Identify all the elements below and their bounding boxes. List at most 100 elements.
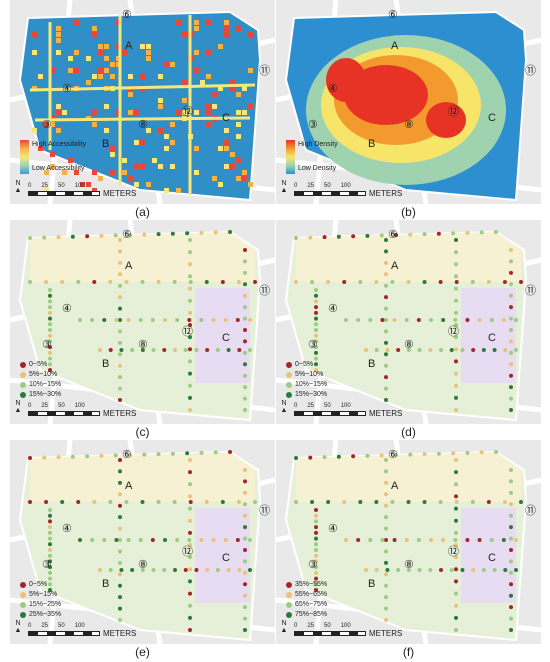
grid-cell	[92, 110, 97, 115]
map-label-zone-c: C	[222, 552, 230, 564]
site-dot	[118, 503, 122, 508]
site-dot	[126, 318, 131, 322]
site-dot	[384, 595, 388, 600]
site-dot	[471, 568, 476, 572]
site-dot	[454, 518, 458, 523]
site-boundary	[18, 10, 262, 202]
grid-cell	[56, 128, 61, 133]
site-dot	[188, 347, 192, 352]
site-dot	[509, 536, 513, 541]
site-dot	[454, 323, 458, 327]
site-dot	[188, 506, 192, 511]
map-svg-c	[10, 220, 275, 424]
map-label-n11: ⑪	[259, 505, 270, 517]
site-dot	[356, 538, 361, 542]
site-dot	[188, 250, 192, 255]
site-dot	[48, 333, 52, 338]
site-dot	[380, 318, 385, 322]
site-dot	[384, 583, 388, 588]
grid-cell	[164, 62, 169, 67]
site-dot	[294, 500, 298, 504]
grid-cell	[212, 92, 217, 97]
site-dot	[374, 500, 379, 504]
north-label: N	[15, 180, 21, 187]
site-dot	[314, 530, 318, 535]
site-dot	[187, 318, 192, 322]
scale-tick: 25	[307, 623, 315, 629]
site-dot	[384, 606, 388, 611]
grid-cell	[206, 50, 211, 55]
legend-swatch	[20, 362, 26, 368]
site-dot	[188, 359, 192, 364]
grid-cell	[44, 122, 49, 127]
grid-cell	[74, 20, 79, 25]
site-dot	[351, 234, 356, 239]
site-dot	[514, 538, 518, 542]
site-dot	[384, 249, 388, 254]
site-dot	[314, 536, 318, 541]
map-label-n3: ③	[308, 339, 318, 351]
site-dot	[465, 230, 470, 235]
site-dot	[151, 348, 156, 352]
site-dot	[454, 579, 458, 584]
site-dot	[118, 526, 122, 531]
legend-item: 10%~15%	[20, 380, 61, 390]
grid-cell	[194, 50, 199, 55]
site-dot	[519, 500, 523, 504]
site-dot	[509, 362, 513, 367]
grid-cell	[218, 86, 223, 91]
grid-cell	[86, 182, 91, 187]
grid-cell	[182, 110, 187, 115]
site-dot	[438, 280, 443, 284]
site-dot	[236, 500, 241, 504]
grid-cell	[62, 170, 67, 175]
site-dot	[243, 385, 247, 390]
site-dot	[384, 306, 388, 311]
grid-cell	[176, 110, 181, 115]
map-label-zone-b: B	[102, 578, 110, 590]
site-dot	[509, 559, 513, 564]
site-dot	[494, 230, 498, 234]
map-label-n3: ③	[42, 119, 52, 131]
site-dot	[188, 470, 192, 475]
site-dot	[384, 363, 388, 368]
site-dot	[326, 280, 331, 284]
site-dot	[188, 567, 192, 572]
site-dot	[509, 328, 513, 332]
site-dot	[211, 318, 216, 322]
map-label-n6: ⑥	[388, 449, 398, 461]
site-dot	[384, 549, 388, 554]
site-dot	[486, 500, 491, 504]
north-arrow-icon: N ▲	[14, 620, 22, 634]
site-dot	[344, 318, 348, 322]
site-dot	[454, 567, 458, 572]
site-dot	[454, 494, 458, 499]
site-dot	[213, 230, 218, 235]
grid-cell	[134, 140, 139, 145]
panel-caption: (d)	[401, 425, 416, 439]
site-dot	[453, 538, 458, 542]
site-dot	[237, 568, 242, 572]
legend-swatch	[286, 392, 292, 398]
site-dot	[481, 348, 486, 352]
grid-cell	[68, 68, 73, 73]
site-dot	[314, 548, 318, 552]
site-dot	[124, 280, 129, 284]
site-dot	[509, 293, 513, 298]
grid-cell	[74, 170, 79, 175]
zone-a	[30, 452, 255, 502]
site-dot	[428, 568, 433, 572]
grid-cell	[128, 74, 133, 79]
site-dot	[248, 318, 252, 322]
site-dot	[156, 280, 161, 284]
scale-tick: 25	[41, 623, 49, 629]
site-dot	[314, 305, 318, 310]
site-dot	[48, 588, 52, 592]
grid-cell	[242, 170, 247, 175]
grid-cell	[152, 158, 157, 163]
zone-a	[296, 452, 521, 502]
site-dot	[138, 318, 143, 322]
site-dot	[48, 570, 52, 575]
site-dot	[509, 502, 513, 507]
site-dot	[406, 568, 411, 572]
